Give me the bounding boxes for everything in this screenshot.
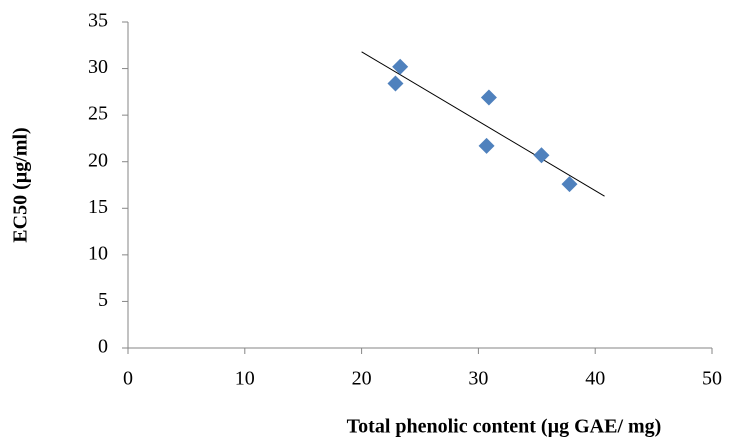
x-tick-label: 50: [702, 368, 722, 390]
y-tick-label: 0: [98, 336, 108, 358]
trendline: [361, 51, 605, 197]
y-tick-label: 10: [88, 242, 108, 264]
data-point: [480, 89, 497, 106]
x-tick-label: 0: [123, 368, 133, 390]
data-point: [533, 147, 550, 164]
y-tick-label: 35: [88, 10, 108, 32]
data-point: [387, 75, 404, 92]
x-axis-title: Total phenolic content (µg GAE/ mg): [347, 416, 662, 438]
y-axis-title: EC50 (µg/ml): [10, 127, 32, 242]
data-point: [392, 58, 409, 75]
y-tick-label: 15: [88, 196, 108, 218]
y-tick-label: 20: [88, 149, 108, 171]
data-point: [561, 176, 578, 193]
y-tick-label: 5: [98, 289, 108, 311]
x-tick-label: 10: [235, 368, 255, 390]
x-tick-label: 40: [585, 368, 605, 390]
y-tick-label: 30: [88, 56, 108, 78]
y-tick-label: 25: [88, 103, 108, 125]
x-tick-label: 20: [352, 368, 372, 390]
data-point: [478, 137, 495, 154]
x-tick-label: 30: [468, 368, 488, 390]
